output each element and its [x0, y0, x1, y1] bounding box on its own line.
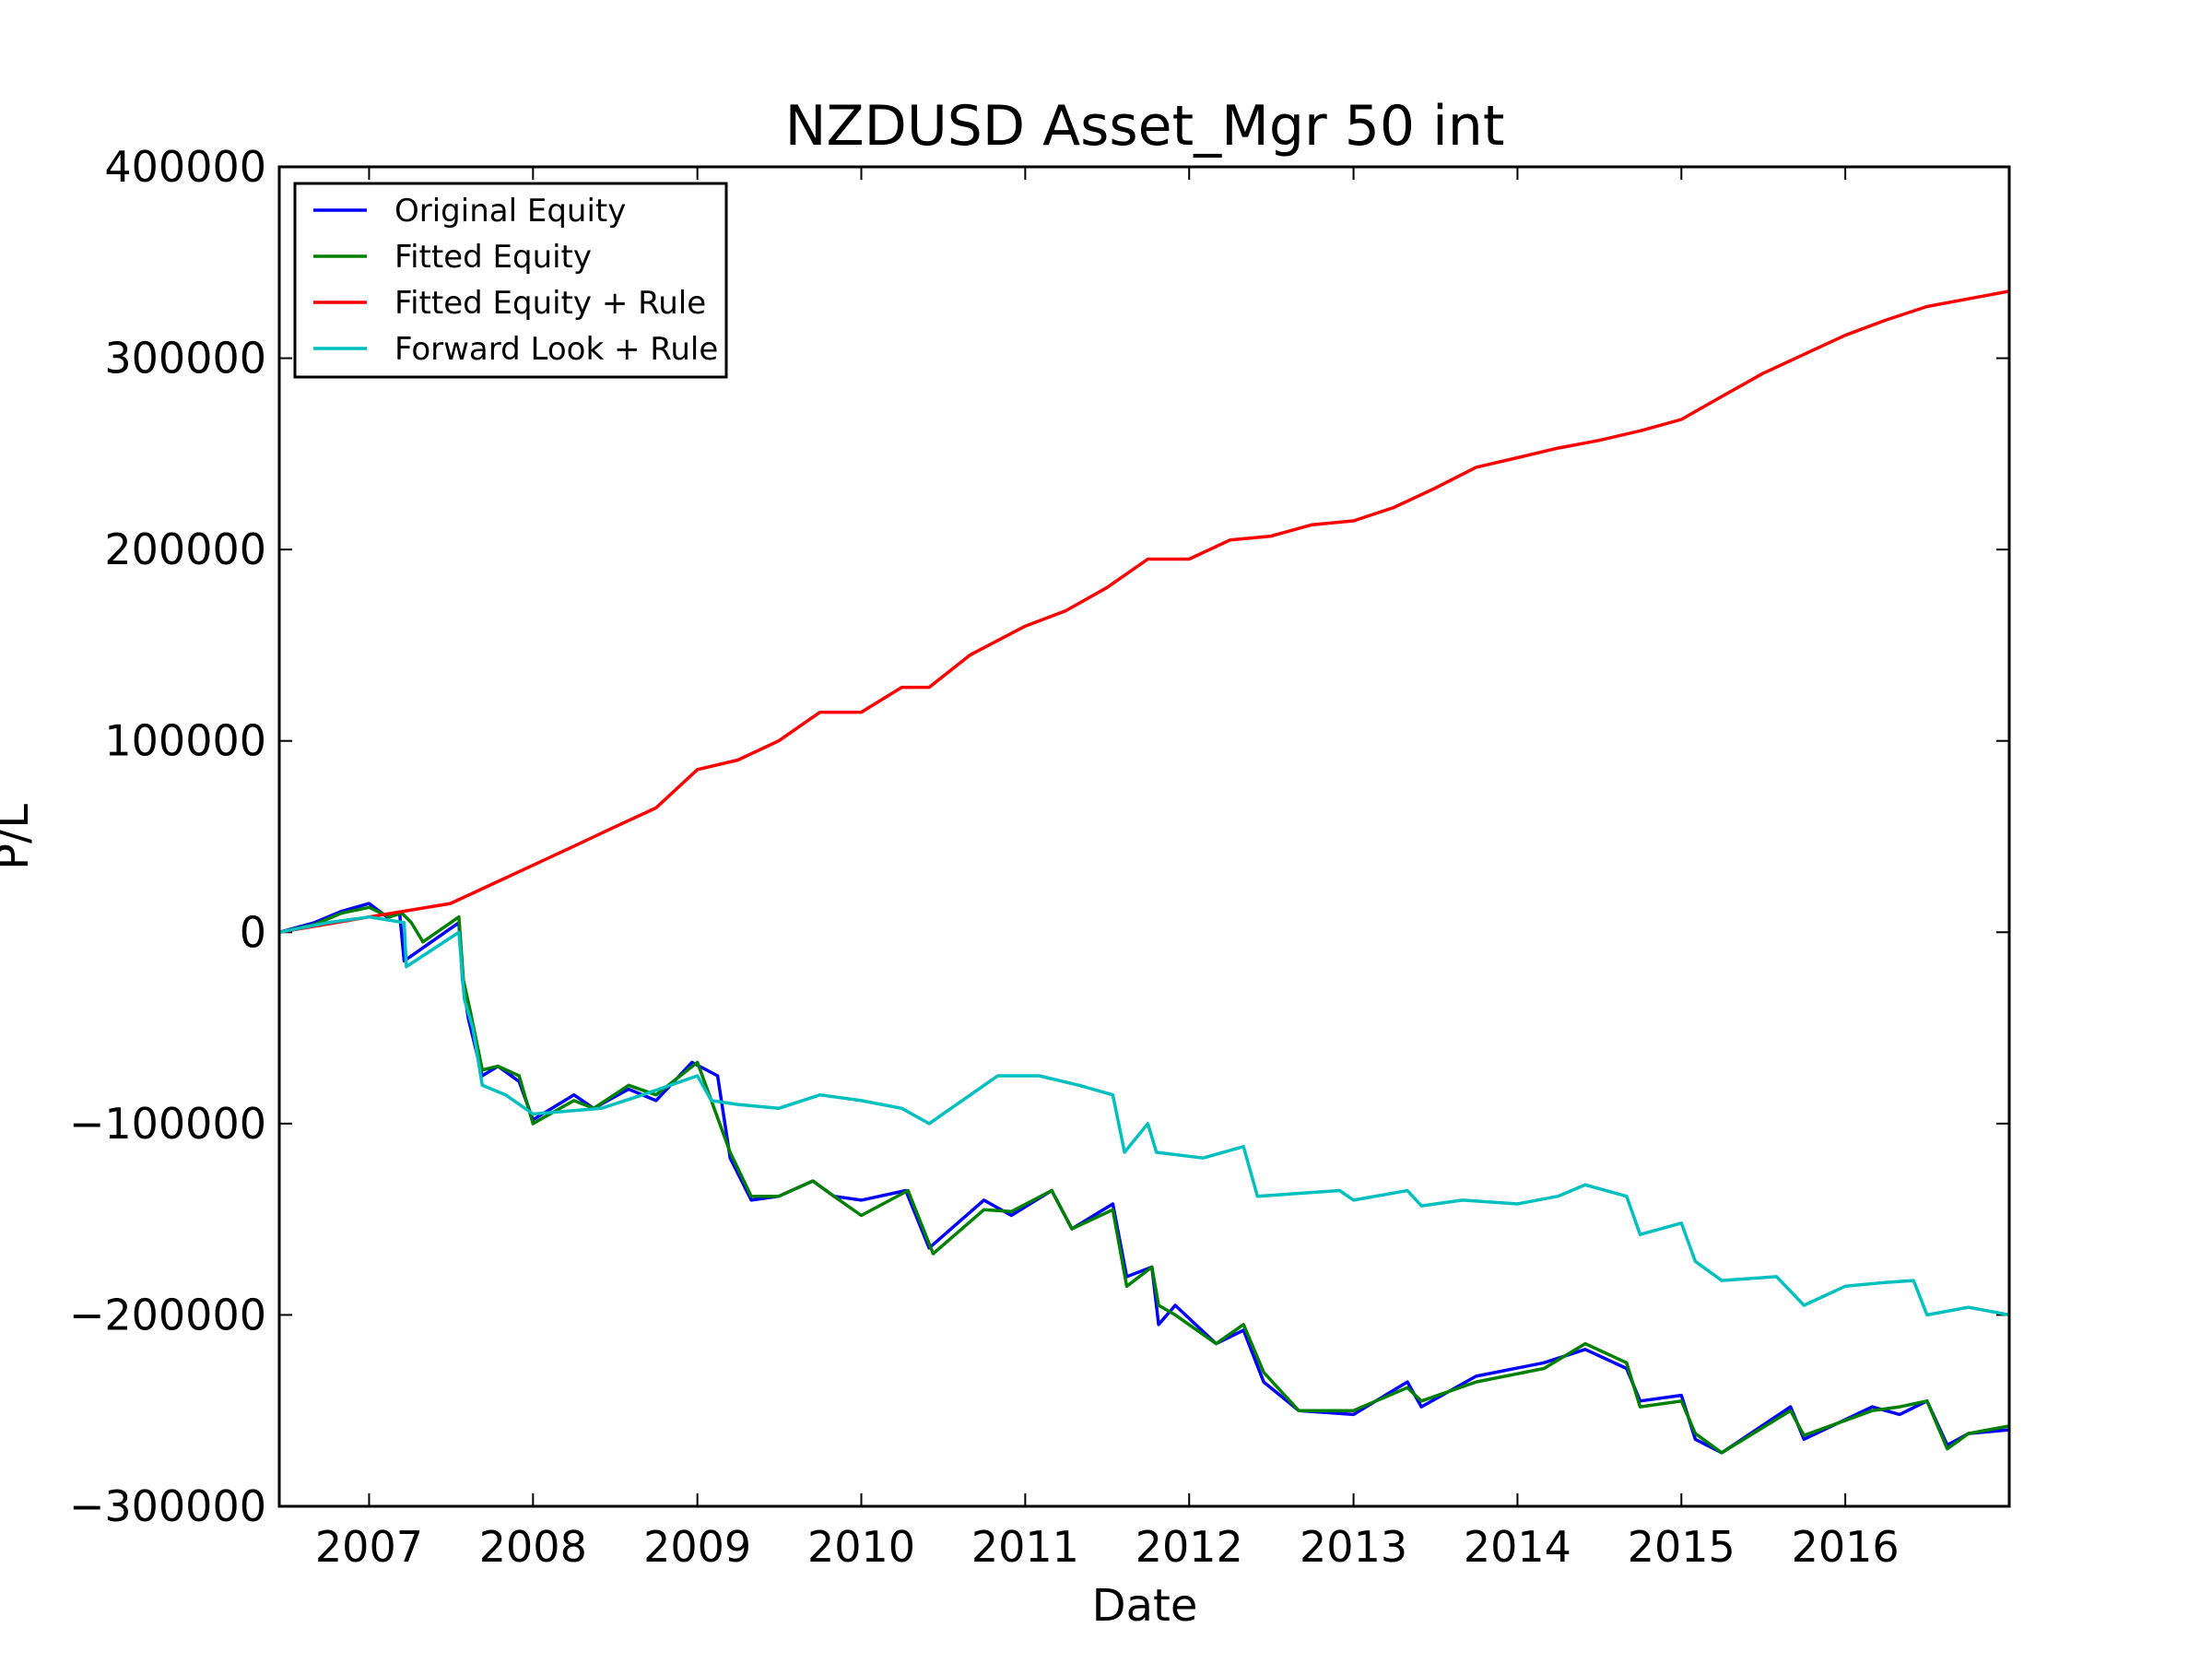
series-lines: [278, 289, 2010, 1455]
x-tick-label: 2008: [479, 1522, 587, 1572]
y-tick-label: 0: [240, 907, 266, 957]
y-tick-label: 200000: [104, 525, 266, 574]
series-line-fitted-equity-rule: [278, 289, 2010, 935]
x-tick-label: 2013: [1300, 1522, 1407, 1572]
legend-label-forward-look-rule: Forward Look + Rule: [394, 331, 718, 368]
series-line-forward-look-rule: [278, 914, 2010, 1317]
x-tick-label: 2015: [1628, 1522, 1735, 1572]
legend-label-fitted-equity-rule: Fitted Equity + Rule: [394, 285, 706, 322]
chart-title: NZDUSD Asset_Mgr 50 int: [785, 94, 1505, 159]
y-axis-ticks: −300000 −200000 −100000 0 100000 200000 300000…: [69, 142, 2009, 1531]
series-line-original-equity: [278, 902, 2010, 1455]
x-tick-label: 2016: [1792, 1522, 1900, 1572]
y-tick-label: −300000: [69, 1481, 266, 1531]
x-axis-ticks: 2007 2008 2009 2010 2011 2012 2013 2014 2015 2016: [315, 167, 1900, 1572]
x-tick-label: 2009: [643, 1522, 751, 1572]
legend-label-original-equity: Original Equity: [394, 193, 626, 230]
x-tick-label: 2010: [807, 1522, 915, 1572]
x-axis-label: Date: [1092, 1580, 1198, 1632]
y-tick-label: 400000: [104, 142, 266, 192]
x-tick-label: 2012: [1135, 1522, 1243, 1572]
legend-box: [293, 182, 728, 379]
y-tick-label: −200000: [69, 1290, 266, 1339]
legend: Original Equity Fitted Equity Fitted Equit…: [293, 182, 728, 379]
series-line-fitted-equity: [278, 905, 2010, 1455]
y-axis-label: P/L: [0, 804, 39, 870]
x-tick-label: 2011: [971, 1522, 1079, 1572]
x-tick-label: 2007: [315, 1522, 423, 1572]
y-tick-label: 100000: [104, 716, 266, 766]
legend-label-fitted-equity: Fitted Equity: [394, 239, 592, 276]
y-tick-label: −100000: [69, 1099, 266, 1149]
y-tick-label: 300000: [104, 334, 266, 383]
plot-area-frame: [277, 165, 2011, 1508]
x-tick-label: 2014: [1464, 1522, 1571, 1572]
